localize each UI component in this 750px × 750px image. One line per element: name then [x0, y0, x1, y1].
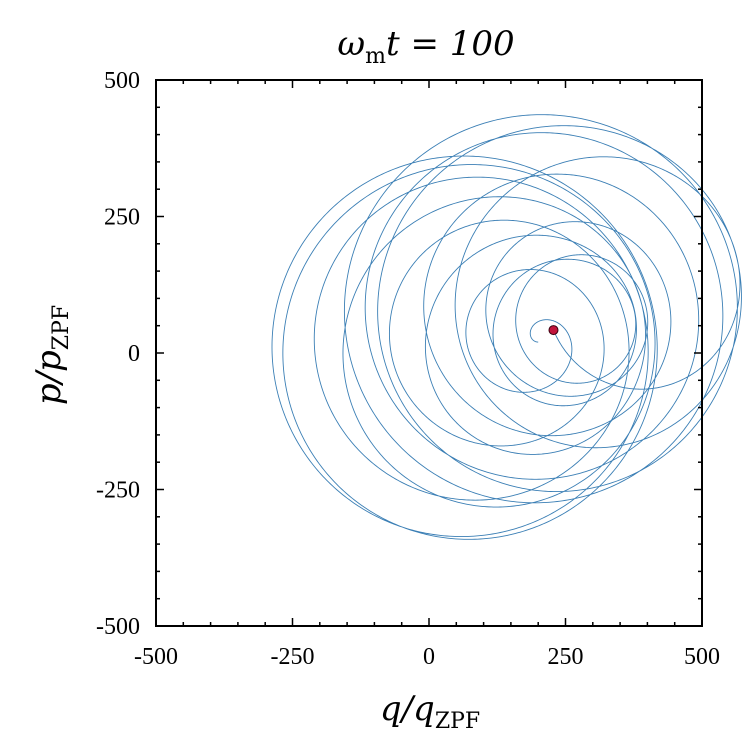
- x-tick-labels: -500 -250 0 250 500: [134, 644, 720, 670]
- y-axis-label: p/pZPF: [29, 305, 74, 405]
- y-tick-label: 250: [104, 205, 140, 231]
- x-tick-label: 0: [423, 644, 435, 670]
- title-rest: t = 100: [386, 24, 515, 64]
- title-omega-subscript: m: [365, 44, 386, 69]
- x-tick-label: -500: [134, 644, 178, 670]
- x-axis-label: q/qZPF: [380, 689, 480, 734]
- x-axis-label-sub: ZPF: [435, 709, 480, 734]
- x-tick-label: 250: [548, 644, 584, 670]
- y-tick-labels: -500 -250 0 250 500: [96, 68, 140, 640]
- plot-area: [155, 79, 742, 627]
- y-axis-label-main: p/p: [29, 350, 69, 405]
- y-tick-label: -500: [96, 614, 140, 640]
- trajectory-line: [271, 114, 742, 540]
- x-axis-label-main: q/q: [380, 689, 435, 729]
- x-tick-label: -250: [271, 644, 315, 670]
- chart-title: ωmt = 100: [337, 24, 514, 69]
- current-state-marker: [548, 325, 559, 336]
- y-tick-label: -250: [96, 478, 140, 504]
- y-tick-label: 0: [128, 341, 140, 367]
- axis-ticks: [155, 79, 703, 627]
- axes-frame: [155, 79, 703, 627]
- x-tick-label: 500: [684, 644, 720, 670]
- y-tick-label: 500: [104, 68, 140, 94]
- title-omega: ω: [337, 24, 365, 64]
- y-axis-label-sub: ZPF: [49, 305, 74, 350]
